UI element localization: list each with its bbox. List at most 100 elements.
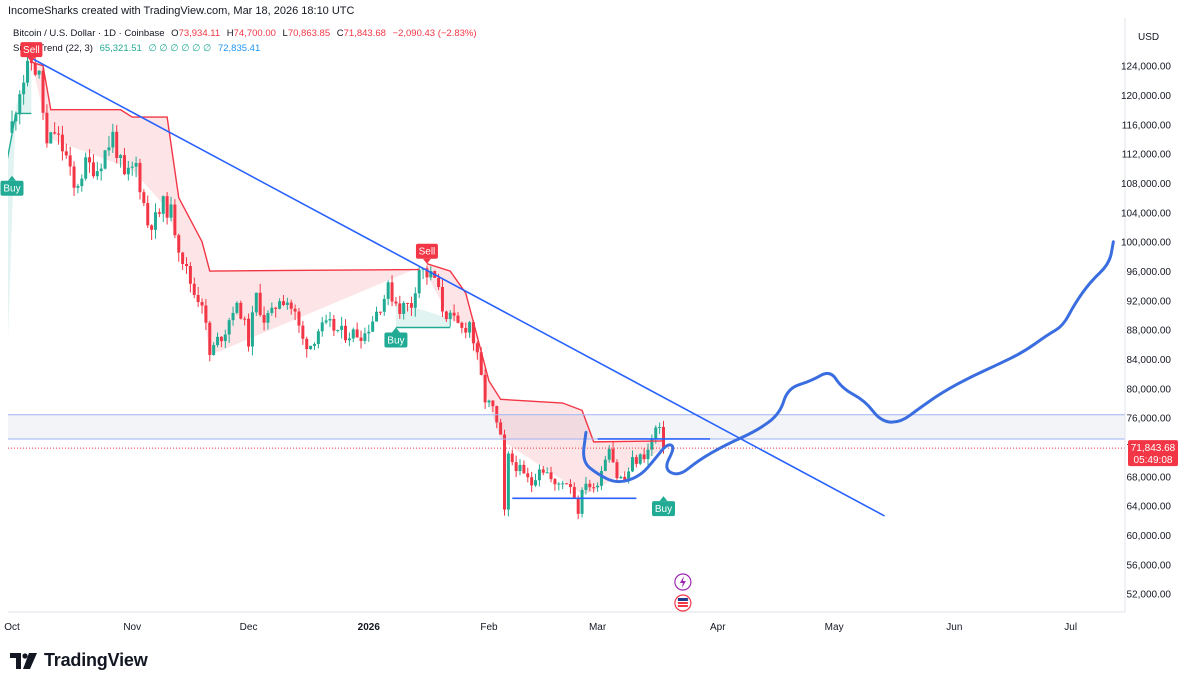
candle-body: [14, 114, 18, 122]
candle: [53, 122, 57, 135]
candle: [200, 298, 204, 314]
candle-body: [638, 454, 642, 464]
candle-body: [153, 212, 157, 230]
candle-body: [161, 196, 165, 214]
time-tick-label: Nov: [123, 622, 141, 633]
candle-body: [49, 132, 53, 144]
candle: [297, 307, 301, 333]
candle-body: [592, 487, 596, 489]
candle: [596, 482, 600, 492]
candle-body: [239, 302, 243, 319]
projection-path: [582, 240, 1115, 484]
candle-body: [541, 469, 545, 473]
candle: [122, 148, 126, 176]
candle-body: [355, 329, 359, 338]
candle: [568, 479, 572, 494]
price-tick-label: 88,000.00: [1127, 326, 1172, 337]
candle: [262, 306, 266, 331]
price-tick-label: 100,000.00: [1121, 238, 1171, 249]
candle-body: [599, 470, 603, 486]
candle-body: [340, 325, 344, 330]
time-axis: Oct Nov Dec 2026 Feb Mar Apr May Jun Jul: [4, 611, 1125, 633]
candle-body: [309, 345, 313, 350]
candle: [336, 329, 340, 333]
candle-body: [375, 311, 379, 322]
price-tick-label: 120,000.00: [1121, 91, 1171, 102]
candle: [169, 196, 173, 222]
chart-attribution: IncomeSharks created with TradingView.co…: [8, 5, 355, 17]
candle: [115, 125, 119, 164]
candle-body: [297, 311, 301, 326]
candle-body: [45, 112, 49, 144]
candle-body: [460, 322, 464, 328]
candle: [588, 479, 592, 492]
candle: [88, 149, 92, 173]
candle-body: [53, 132, 57, 134]
candle: [293, 304, 297, 321]
candle-body: [394, 301, 398, 304]
signal-text: Buy: [3, 184, 20, 195]
candle: [506, 451, 510, 517]
indicator-label[interactable]: SuperTrend (22, 3): [13, 43, 93, 54]
candle-body: [103, 150, 107, 169]
candle-body: [398, 303, 402, 314]
candle: [518, 459, 522, 476]
candle: [80, 174, 84, 192]
signal-text: Buy: [387, 335, 404, 346]
ohlc-legend: Bitcoin / U.S. Dollar · 1D · Coinbase O7…: [13, 28, 481, 39]
candle-body: [359, 337, 363, 341]
candle: [173, 199, 177, 239]
candle-body: [518, 464, 522, 472]
candle-body: [223, 334, 227, 342]
candle: [534, 473, 538, 487]
price-tick-label: 124,000.00: [1121, 62, 1171, 73]
last-price-value: 71,843.68: [1131, 443, 1176, 454]
candle-body: [64, 151, 68, 156]
candle: [382, 294, 386, 316]
change-value: −2,090.43 (−2.83%): [392, 28, 477, 39]
candle: [49, 131, 53, 145]
candle-body: [623, 476, 627, 480]
candle: [599, 466, 603, 491]
candle-body: [522, 464, 526, 474]
candle: [289, 299, 293, 315]
economic-event-stripe: [677, 602, 688, 604]
candle-body: [634, 457, 638, 464]
candle-body: [619, 476, 623, 479]
candle: [495, 405, 499, 429]
economic-event-stripe: [677, 605, 688, 607]
candle-body: [530, 477, 534, 486]
signal-text: Sell: [419, 247, 436, 258]
candle-body: [122, 155, 126, 175]
candle: [584, 476, 588, 495]
low-key: L: [282, 28, 288, 39]
candle: [386, 280, 390, 306]
indicator-legend[interactable]: SuperTrend (22, 3) 65,321.51 ∅ ∅ ∅ ∅ ∅ ∅…: [13, 43, 264, 54]
candle: [487, 399, 491, 407]
candle: [316, 328, 320, 349]
candle-body: [452, 312, 456, 316]
candle: [250, 305, 254, 356]
time-tick-label: Oct: [4, 622, 20, 633]
candle-body: [95, 171, 99, 177]
price-tick-label: 116,000.00: [1122, 120, 1172, 131]
candle-body: [188, 266, 192, 284]
candle-body: [471, 322, 475, 344]
tradingview-logo[interactable]: TradingView: [10, 650, 148, 671]
candle-body: [499, 422, 503, 435]
candle-body: [126, 167, 130, 175]
candle: [491, 400, 495, 413]
time-tick-label: Apr: [710, 622, 726, 633]
candle-body: [262, 314, 266, 323]
candle: [95, 161, 99, 181]
candle-body: [258, 292, 262, 315]
candle-body: [192, 283, 196, 295]
candle-body: [68, 155, 72, 167]
candle-body: [293, 308, 297, 312]
tradingview-logo-text: TradingView: [44, 650, 148, 670]
signal-arrow: [659, 496, 668, 502]
signal-text: Buy: [655, 504, 672, 515]
candle-body: [654, 427, 658, 439]
price-axis: USD 52,000.00 56,000.00 60,000.00 64,000.00 6…: [1121, 18, 1178, 612]
